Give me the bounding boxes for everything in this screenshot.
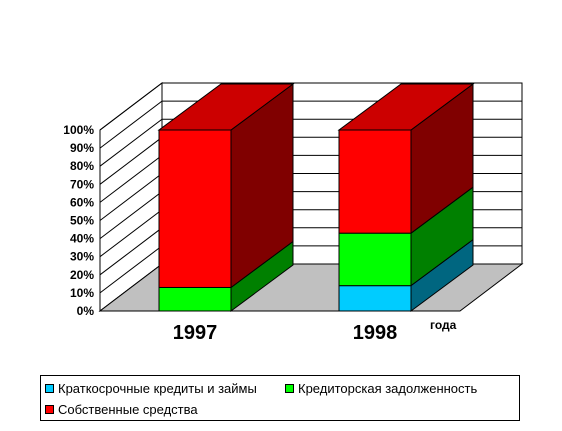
bar-stack-1998 [337,83,475,312]
gridline [99,82,522,131]
legend-item-equity: Собственные средства [45,402,198,417]
bar-top [157,83,295,131]
y-tick-label: 90% [70,141,94,155]
y-axis-tick-labels: 0% 10% 20% 30% 40% 50% 60% 70% 80% 90% 100% [63,123,94,318]
bar-front [338,232,412,287]
y-tick-label: 60% [70,195,94,209]
legend-swatch [45,405,54,414]
bar-segment [337,83,475,235]
bar-segment [158,240,294,312]
legend-swatch [45,384,54,393]
y-tick-label: 0% [77,304,95,318]
bar-top [337,83,475,131]
bar-front [158,286,232,312]
legend-swatch [285,384,294,393]
bar-segment [338,186,474,287]
legend: Краткосрочные кредиты и займы Кредиторск… [40,375,520,421]
legend-item-short-term-loans: Краткосрочные кредиты и займы [45,381,257,396]
y-tick-label: 30% [70,250,94,264]
y-tick-label: 100% [63,123,94,137]
y-tick-label: 50% [70,214,94,228]
legend-item-accounts-payable: Кредиторская задолженность [285,381,477,396]
bar-segment [157,83,295,289]
legend-label: Кредиторская задолженность [298,381,478,396]
legend-label: Краткосрочные кредиты и займы [58,381,257,396]
x-axis-category-labels: 1997 1998 [173,322,398,344]
bar-stack-1997 [157,83,295,312]
bar-front [158,129,232,288]
bar-front [338,129,412,234]
x-axis-title: года [430,318,457,332]
legend-label: Собственные средства [58,402,198,417]
x-category-label: 1998 [353,322,398,344]
bar-stacks [157,83,475,312]
x-category-label: 1997 [173,322,218,344]
y-tick-label: 10% [70,286,94,300]
y-tick-label: 20% [70,268,94,282]
bar-front [338,285,412,312]
y-tick-label: 80% [70,159,94,173]
y-tick-label: 40% [70,232,94,246]
y-tick-label: 70% [70,177,94,191]
